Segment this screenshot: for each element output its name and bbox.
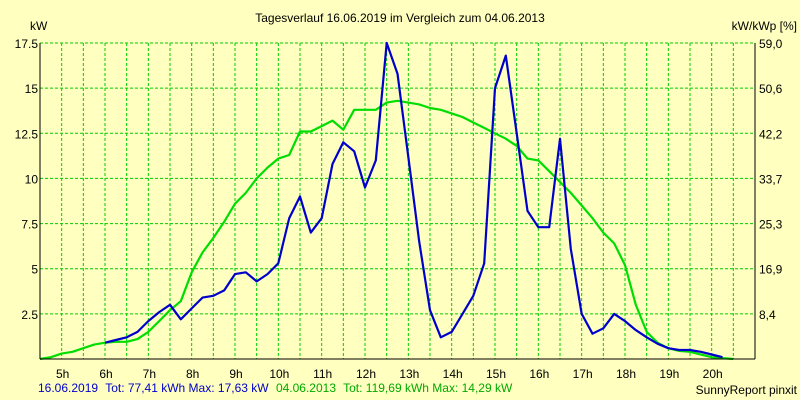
y2-axis-label: kW/kWp [%] — [732, 19, 797, 33]
x-tick-label: 17h — [573, 367, 593, 381]
y-tick-label: 17.5 — [15, 37, 39, 51]
x-tick-label: 9h — [229, 367, 242, 381]
legend-series2-info: Tot: 119,69 kWh Max: 14,29 kW — [343, 381, 513, 395]
chart-title: Tagesverlauf 16.06.2019 im Vergleich zum… — [255, 11, 545, 25]
x-tick-label: 7h — [143, 367, 156, 381]
legend-series1-info: Tot: 77,41 kWh Max: 17,63 kW — [105, 381, 269, 395]
y2-tick-labels: 8,4 16,9 25,3 33,7 42,2 50,6 59,0 — [759, 37, 783, 322]
x-tick-label: 6h — [99, 367, 112, 381]
plot-area — [40, 43, 755, 359]
x-tick-label: 20h — [703, 367, 723, 381]
x-tick-labels: 5h 6h 7h 8h 9h 10h 11h 12h 13h 14h 15h 16h 17h 18h 19h… — [56, 367, 723, 381]
footer-credit: SunnyReport pinxit — [696, 383, 798, 397]
y2-tick-label: 25,3 — [759, 218, 783, 232]
y-tick-label: 2.5 — [21, 308, 38, 322]
x-tick-label: 16h — [529, 367, 549, 381]
x-tick-label: 14h — [443, 367, 463, 381]
y2-tick-label: 33,7 — [759, 172, 783, 186]
x-tick-label: 11h — [313, 367, 332, 381]
y-axis-label: kW — [30, 19, 48, 33]
series-layer — [39, 41, 734, 361]
series-line-1 — [104, 41, 723, 359]
y-tick-label: 15 — [25, 82, 39, 96]
x-tick-label: 18h — [616, 367, 636, 381]
y2-tick-label: 50,6 — [759, 82, 783, 96]
footer-legend: 16.06.2019 Tot: 77,41 kWh Max: 17,63 kW … — [38, 381, 513, 395]
y2-tick-label: 16,9 — [759, 263, 783, 277]
x-tick-label: 13h — [399, 367, 419, 381]
x-tick-label: 19h — [659, 367, 679, 381]
y-tick-label: 10 — [25, 172, 39, 186]
x-tick-label: 5h — [56, 367, 69, 381]
x-tick-label: 12h — [356, 367, 376, 381]
x-tick-label: 10h — [269, 367, 289, 381]
x-tick-label: 15h — [486, 367, 506, 381]
y2-tick-label: 42,2 — [759, 127, 783, 141]
y-tick-labels: 2.5 5 7.5 10 12.5 15 17.5 — [15, 37, 39, 322]
y-tick-label: 12.5 — [15, 127, 39, 141]
grid-lines — [40, 42, 755, 359]
y2-tick-label: 8,4 — [759, 308, 776, 322]
series-line-2 — [39, 99, 734, 361]
y-tick-label: 5 — [31, 263, 38, 277]
legend-series1-name: 16.06.2019 — [38, 381, 98, 395]
y-tick-label: 7.5 — [21, 218, 38, 232]
legend-series2-name: 04.06.2013 — [276, 381, 336, 395]
axes — [39, 43, 756, 360]
y2-tick-label: 59,0 — [759, 37, 783, 51]
x-tick-label: 8h — [186, 367, 199, 381]
